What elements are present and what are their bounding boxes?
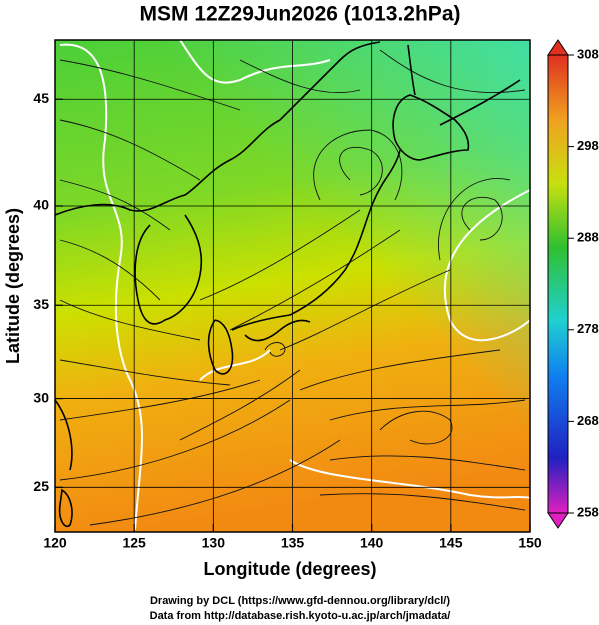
x-tick-label: 150 — [518, 535, 542, 551]
credit-line: Drawing by DCL (https://www.gfd-dennou.o… — [150, 595, 450, 607]
x-tick-label: 145 — [439, 535, 463, 551]
colorbar-min-arrow — [547, 512, 569, 529]
colorbar-tick-label: 308 — [577, 46, 599, 61]
x-axis-label: Longitude (degrees) — [203, 559, 376, 579]
x-tick-label: 140 — [360, 535, 384, 551]
y-tick-label: 45 — [33, 90, 49, 106]
coastlines — [55, 41, 521, 527]
y-tick-label: 35 — [33, 296, 49, 312]
colorbar-tick-label: 288 — [577, 230, 599, 245]
title: MSM 12Z29Jun2026 (1013.2hPa) — [140, 3, 461, 26]
colorbar — [547, 39, 569, 529]
y-tick-label: 25 — [33, 478, 49, 494]
y-tick-label: 30 — [33, 389, 49, 405]
colorbar-tick-label: 258 — [577, 504, 599, 519]
colorbar-tick-label: 268 — [577, 413, 599, 428]
colorbar-bar — [547, 54, 569, 514]
colorbar-tick-label: 278 — [577, 321, 599, 336]
x-tick-label: 125 — [122, 535, 146, 551]
colorbar-tick-label: 298 — [577, 138, 599, 153]
colorbar-max-arrow — [547, 39, 569, 56]
y-tick-label: 40 — [33, 197, 49, 213]
credit-line: Data from http://database.rish.kyoto-u.a… — [150, 610, 451, 622]
x-tick-label: 120 — [43, 535, 67, 551]
y-axis-label: Latitude (degrees) — [3, 208, 23, 364]
x-tick-label: 135 — [281, 535, 305, 551]
plot-frame — [54, 39, 531, 533]
streamlines — [59, 49, 526, 526]
x-tick-label: 130 — [202, 535, 226, 551]
